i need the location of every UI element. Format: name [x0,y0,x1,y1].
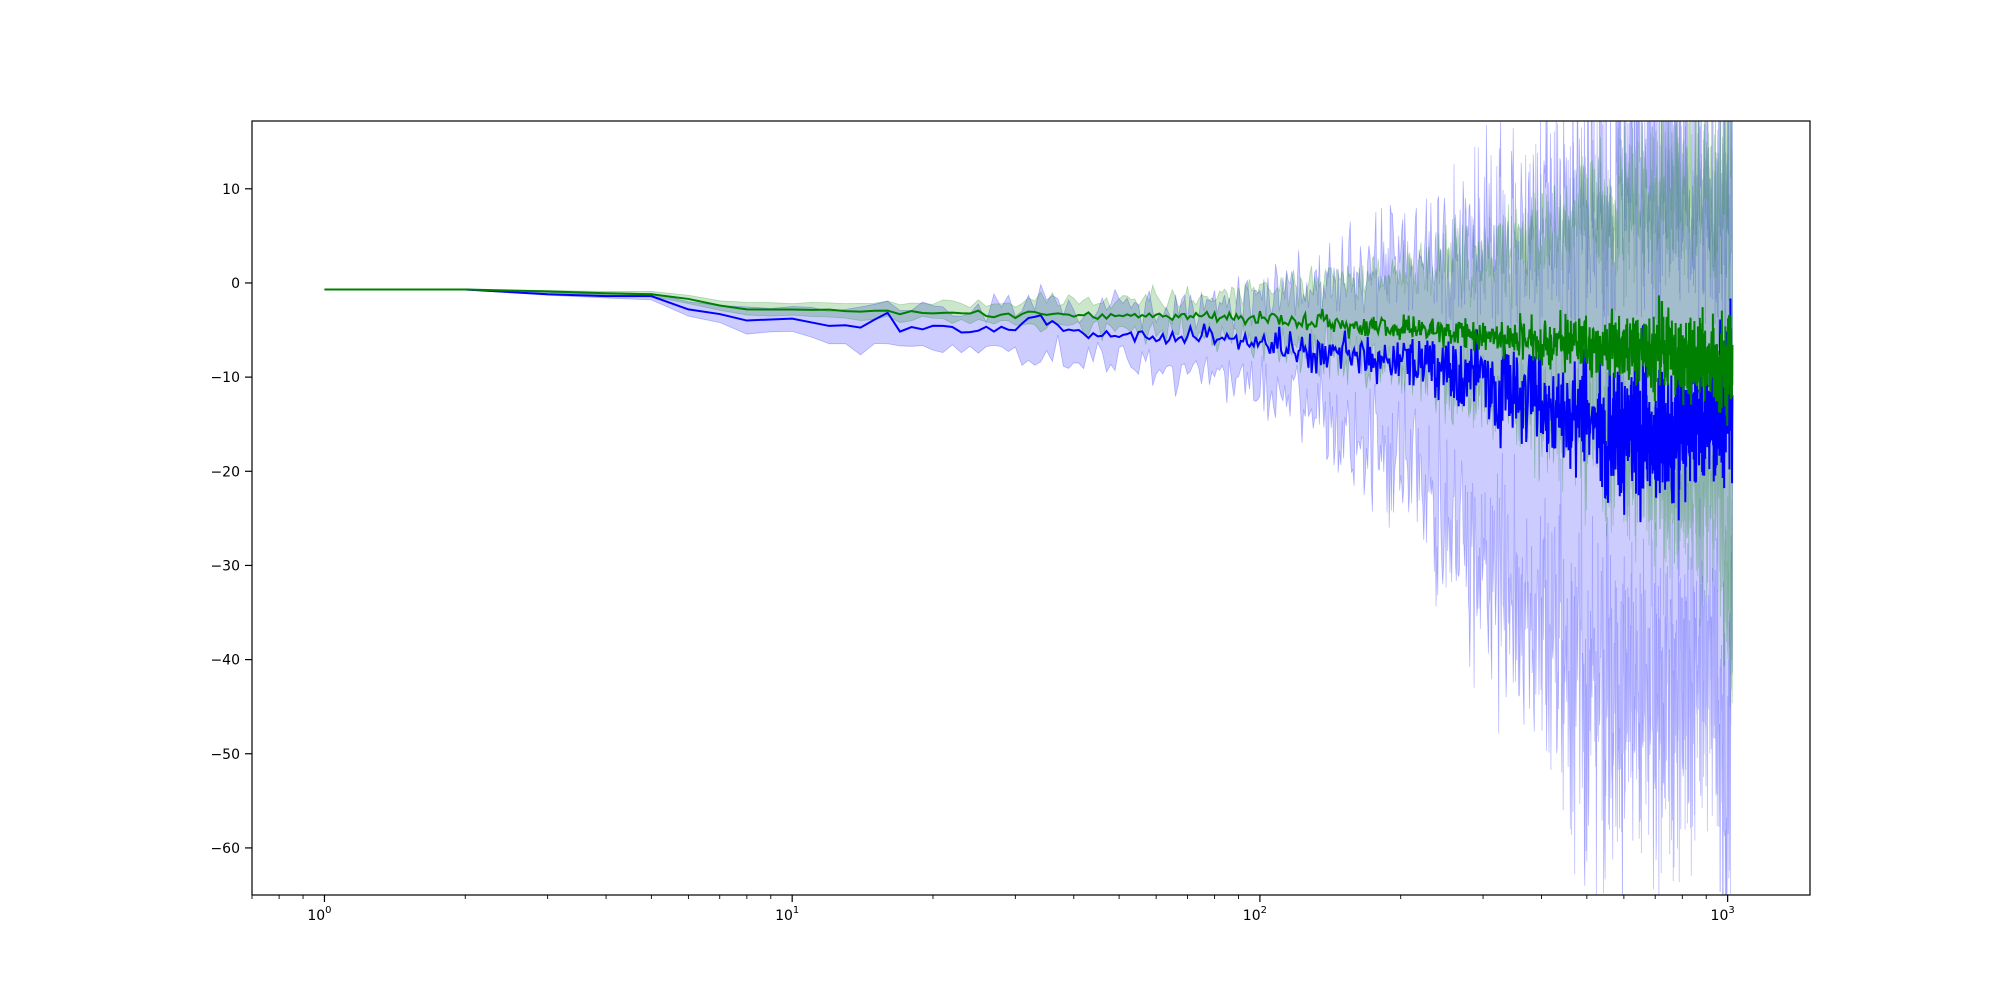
y-tick-label: −10 [210,370,240,386]
y-tick-label: −20 [210,464,240,480]
series-2-line [324,288,1734,426]
y-tick-label: −40 [210,653,240,669]
series-lines [324,288,1734,523]
series-1-line [324,288,1734,523]
x-axis: 100 101 102 103 [251,895,1735,924]
x-tick-exponent: 1 [793,905,799,916]
x-tick-base: 10 [1711,908,1729,924]
plot-area-background [252,121,1810,895]
x-tick-exponent: 3 [1728,905,1734,916]
x-tick-label: 103 [1711,905,1735,924]
x-tick-base: 10 [775,908,793,924]
y-tick-label: −60 [210,841,240,857]
x-tick-label: 101 [775,905,799,924]
x-tick-exponent: 0 [325,905,331,916]
y-tick-label: 0 [231,276,240,292]
plot-frame [251,120,1811,896]
x-tick-base: 10 [307,908,325,924]
y-axis: 10 0 −10 −20 −30 −40 −50 −60 [210,182,252,857]
x-tick-label: 102 [1243,905,1267,924]
y-tick-label: −50 [210,747,240,763]
x-tick-label: 100 [307,905,331,924]
x-tick-exponent: 2 [1261,905,1267,916]
y-tick-label: −30 [210,558,240,574]
y-tick-label: 10 [222,182,240,198]
x-tick-base: 10 [1243,908,1261,924]
